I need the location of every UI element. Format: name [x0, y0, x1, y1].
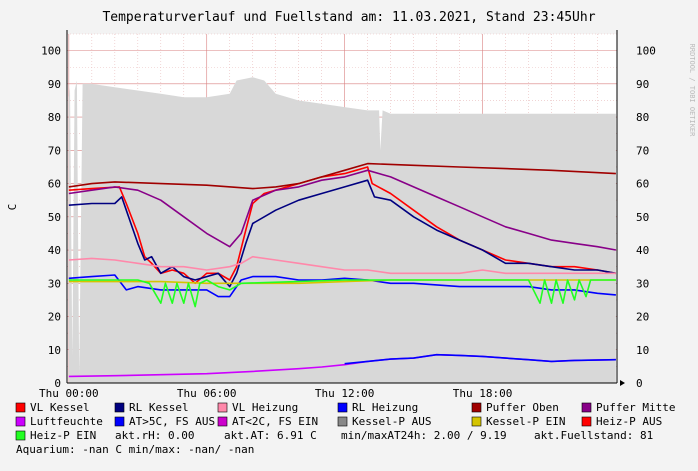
legend-label: Kessel-P EIN — [486, 415, 565, 428]
legend-swatch — [581, 416, 592, 427]
legend-swatch — [471, 416, 482, 427]
legend-label: Luftfeuchte — [30, 415, 103, 428]
y-tick-label-left: 20 — [48, 311, 61, 324]
x-tick-label: Thu 00:00 — [39, 387, 99, 400]
legend-swatch — [15, 430, 26, 441]
legend-swatch — [337, 416, 348, 427]
legend-label: RL Heizung — [352, 401, 418, 414]
status-texts: akt.rH: 0.00 akt.AT: 6.91 C min/maxAT24h: … — [16, 429, 653, 456]
x-axis-arrow — [620, 380, 625, 386]
y-tick-label-right: 80 — [636, 111, 649, 124]
axes — [66, 30, 625, 386]
y-ticks-right: 0 10 20 30 40 50 60 70 80 90 100 — [636, 45, 656, 390]
legend-swatch — [337, 402, 348, 413]
y-tick-label-right: 60 — [636, 178, 649, 191]
status-text: akt.rH: 0.00 — [115, 429, 194, 442]
series-rl_kessel — [68, 179, 617, 288]
y-tick-label-left: 30 — [48, 277, 61, 290]
series-vl_heizung — [68, 255, 616, 275]
series-lines — [68, 162, 617, 378]
watermark: RRDTOOL / TOBI OETIKER — [688, 44, 696, 138]
series-fuellstand — [68, 77, 616, 383]
status-text: Aquarium: -nan C min/max: -nan/ -nan — [16, 443, 254, 456]
y-ticks-left: 0 10 20 30 40 50 60 70 80 90 100 — [41, 45, 61, 390]
legend-swatch — [15, 402, 26, 413]
legend-label: Heiz-P AUS — [596, 415, 662, 428]
y-tick-label-right: 10 — [636, 344, 649, 357]
y-tick-label-right: 20 — [636, 311, 649, 324]
series-rl_heizung — [68, 274, 616, 298]
y-tick-label-right: 40 — [636, 244, 649, 257]
status-text: min/maxAT24h: 2.00 / 9.19 — [341, 429, 507, 442]
fill-layer — [68, 77, 616, 383]
y-tick-label-right: 70 — [636, 144, 649, 157]
series-puffer_mitte — [68, 169, 617, 251]
y-tick-label-left: 40 — [48, 244, 61, 257]
y-tick-label-left: 80 — [48, 111, 61, 124]
y-tick-label-left: 100 — [41, 45, 61, 58]
series-at_warm — [344, 353, 616, 365]
legend-label: Puffer Oben — [486, 401, 559, 414]
y-tick-label-left: 90 — [48, 78, 61, 91]
legend-swatch — [581, 402, 592, 413]
legend-label: Kessel-P AUS — [352, 415, 431, 428]
x-tick-label: Thu 12:00 — [315, 387, 375, 400]
y-tick-label-right: 50 — [636, 211, 649, 224]
legend-label: RL Kessel — [129, 401, 189, 414]
series-heiz_p_ein — [68, 279, 616, 308]
legend-label: Heiz-P EIN — [30, 429, 96, 442]
legend-label: VL Kessel — [30, 401, 90, 414]
status-text: akt.AT: 6.91 C — [224, 429, 317, 442]
legend-swatch — [114, 416, 125, 427]
y-tick-label-left: 10 — [48, 344, 61, 357]
legend-swatch — [15, 416, 26, 427]
x-tick-label: Thu 06:00 — [177, 387, 237, 400]
status-text: akt.Fuellstand: 81 — [534, 429, 653, 442]
legend-label: Puffer Mitte — [596, 401, 675, 414]
chart-title: Temperaturverlauf und Fuellstand am: 11.… — [102, 10, 595, 25]
legend-swatch — [217, 416, 228, 427]
x-tick-label: Thu 18:00 — [453, 387, 513, 400]
y-tick-label-left: 50 — [48, 211, 61, 224]
x-ticks: Thu 00:00 Thu 06:00 Thu 12:00 Thu 18:00 — [39, 387, 512, 400]
legend-label: AT<2C, FS EIN — [232, 415, 318, 428]
y-tick-label-right: 30 — [636, 277, 649, 290]
y-axis-label: C — [6, 204, 19, 211]
y-tick-label-left: 70 — [48, 144, 61, 157]
y-tick-label-right: 0 — [636, 377, 643, 390]
series-puffer_oben — [68, 162, 616, 190]
y-tick-label-left: 60 — [48, 178, 61, 191]
legend: VL Kessel RL Kessel VL Heizung RL Heizung Pu… — [15, 401, 675, 442]
y-tick-label-left: 0 — [54, 377, 61, 390]
y-tick-label-right: 100 — [636, 45, 656, 58]
legend-label: AT>5C, FS AUS — [129, 415, 215, 428]
legend-swatch — [217, 402, 228, 413]
legend-label: VL Heizung — [232, 401, 298, 414]
legend-swatch — [114, 402, 125, 413]
y-tick-label-right: 90 — [636, 78, 649, 91]
legend-swatch — [471, 402, 482, 413]
